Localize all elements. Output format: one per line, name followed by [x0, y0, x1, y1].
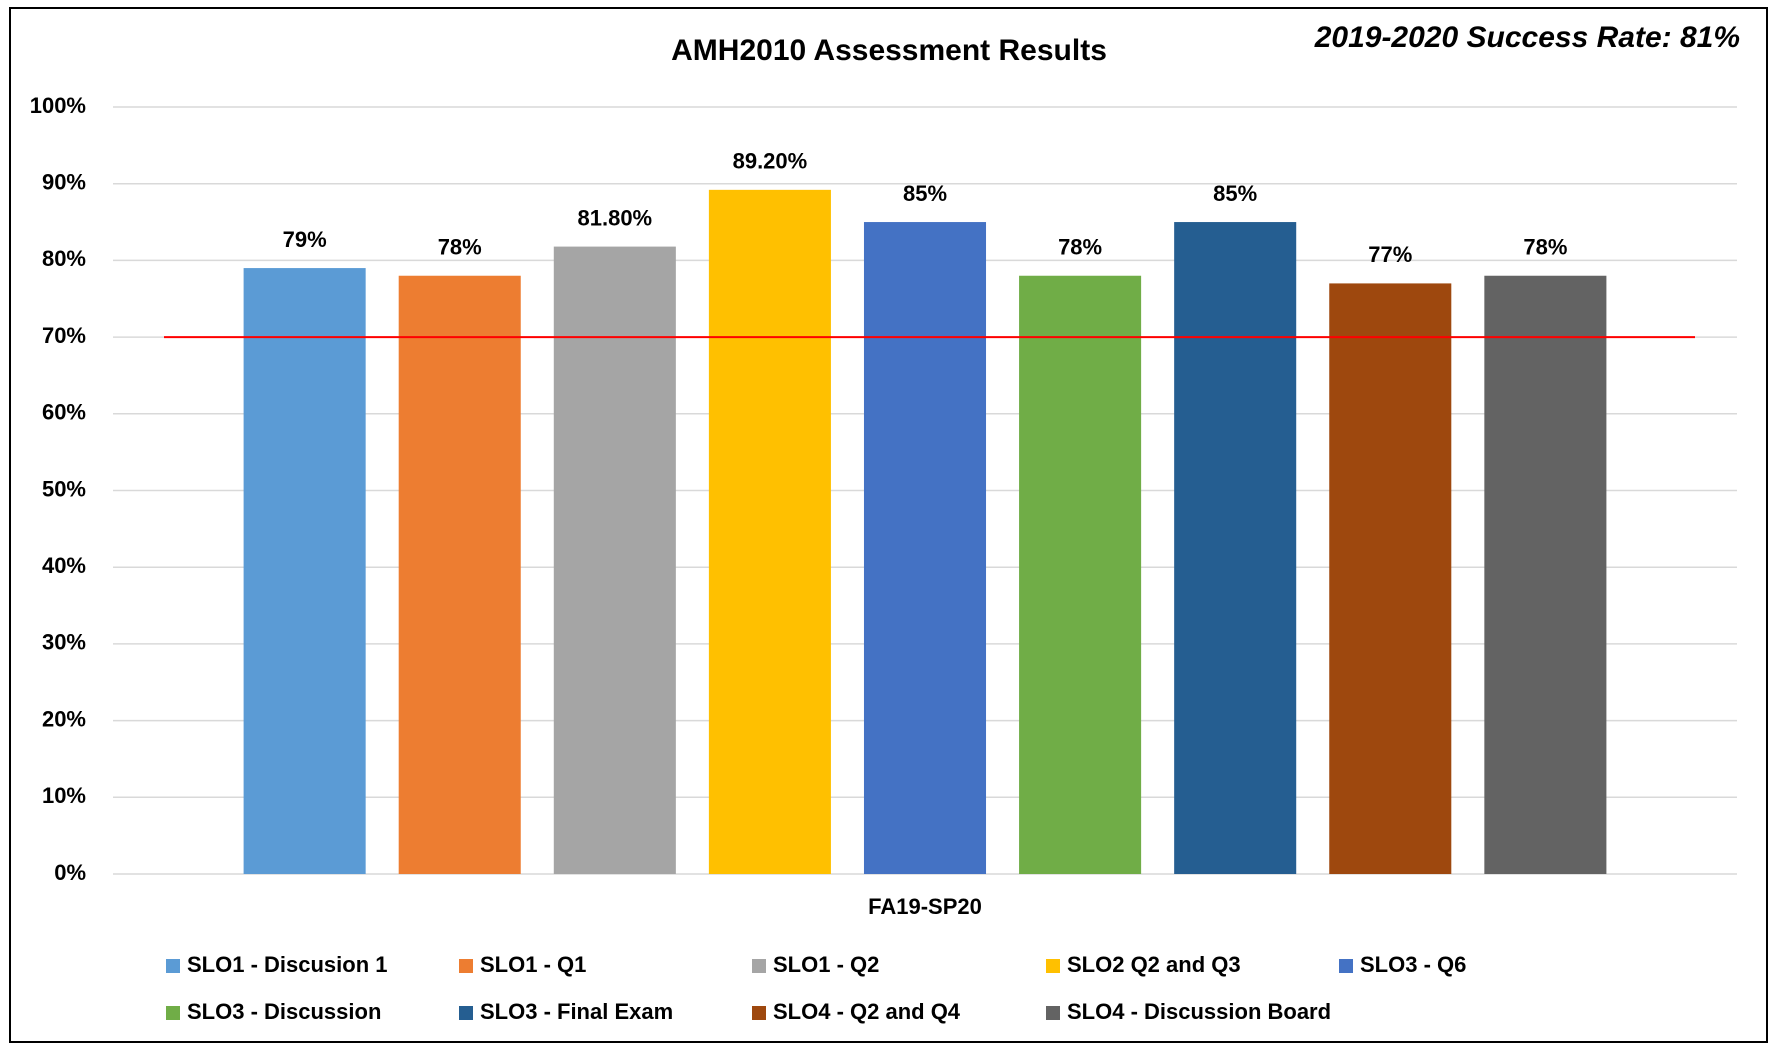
- legend-label: SLO1 - Q1: [480, 952, 586, 977]
- legend-label: SLO2 Q2 and Q3: [1067, 952, 1241, 977]
- data-label: 85%: [1213, 181, 1257, 206]
- bar: [1484, 275, 1607, 874]
- legend-label: SLO4 - Discussion Board: [1067, 999, 1331, 1024]
- data-label: 78%: [1523, 235, 1567, 260]
- legend-label: SLO1 - Discusion 1: [187, 952, 388, 977]
- y-tick-label: 70%: [42, 323, 86, 348]
- y-tick-label: 20%: [42, 706, 86, 731]
- y-tick-label: 0%: [54, 860, 86, 885]
- bar: [1019, 275, 1142, 874]
- y-tick-label: 100%: [30, 93, 86, 118]
- y-tick-label: 80%: [42, 246, 86, 271]
- legend-swatch: [166, 959, 180, 973]
- data-label: 77%: [1368, 242, 1412, 267]
- chart-title: AMH2010 Assessment Results: [671, 34, 1107, 67]
- chart-border: [9, 7, 1768, 1043]
- y-tick-label: 40%: [42, 553, 86, 578]
- bar: [1174, 222, 1297, 875]
- data-label: 89.20%: [733, 149, 808, 174]
- legend-swatch: [1339, 959, 1353, 973]
- bar: [863, 222, 987, 875]
- legend-swatch: [752, 959, 766, 973]
- legend-label: SLO1 - Q2: [773, 952, 879, 977]
- x-tick-label: FA19-SP20: [868, 894, 982, 919]
- data-label: 81.80%: [578, 205, 653, 230]
- y-tick-label: 90%: [42, 170, 86, 195]
- bar: [553, 246, 676, 874]
- bar: [398, 275, 521, 874]
- data-label: 79%: [283, 227, 327, 252]
- bar: [708, 189, 831, 874]
- legend-label: SLO3 - Final Exam: [480, 999, 673, 1024]
- annotation: 2019-2020 Success Rate: 81%: [1314, 21, 1740, 54]
- bar: [243, 268, 366, 874]
- y-tick-label: 60%: [42, 400, 86, 425]
- y-tick-label: 50%: [42, 476, 86, 501]
- legend-label: SLO3 - Discussion: [187, 999, 381, 1024]
- data-label: 85%: [903, 181, 947, 206]
- legend-swatch: [1046, 959, 1060, 973]
- legend-label: SLO4 - Q2 and Q4: [773, 999, 961, 1024]
- legend-swatch: [752, 1006, 766, 1020]
- legend-swatch: [1046, 1006, 1060, 1020]
- data-label: 78%: [438, 235, 482, 260]
- data-label: 78%: [1058, 235, 1102, 260]
- y-tick-label: 30%: [42, 630, 86, 655]
- legend-swatch: [166, 1006, 180, 1020]
- legend-swatch: [459, 1006, 473, 1020]
- bar: [1329, 283, 1452, 874]
- legend-swatch: [459, 959, 473, 973]
- legend-label: SLO3 - Q6: [1360, 952, 1466, 977]
- y-tick-label: 10%: [42, 783, 86, 808]
